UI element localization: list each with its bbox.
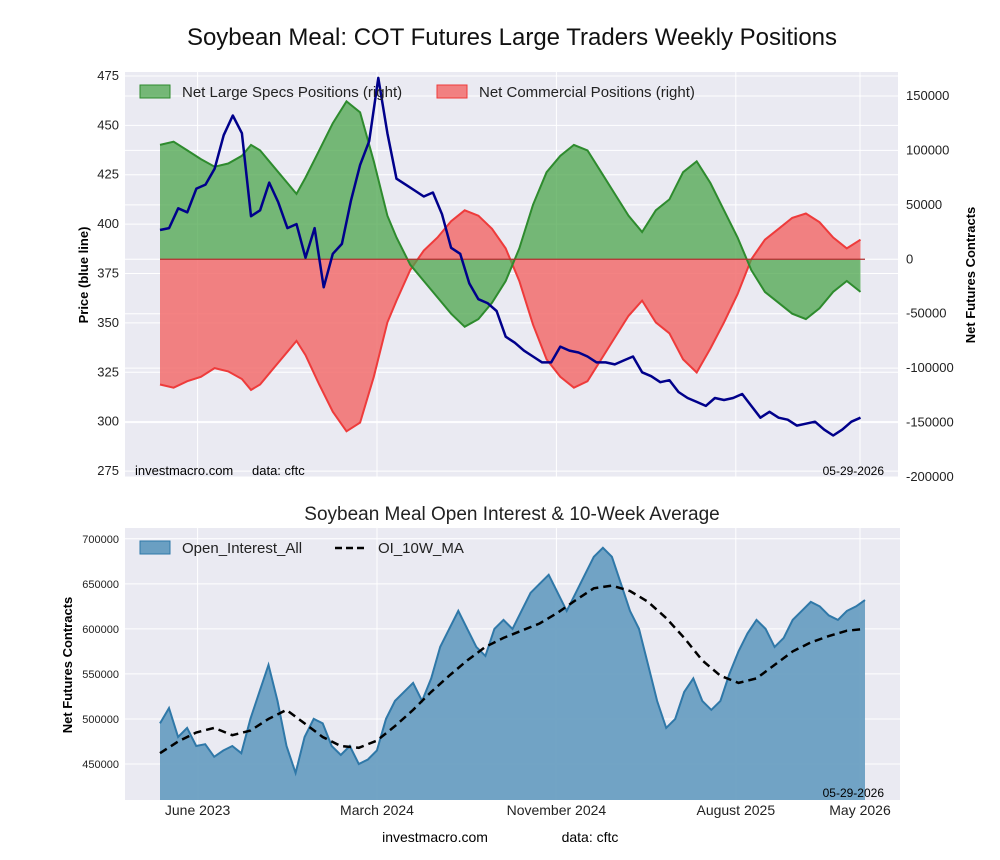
date-tick-label: August 2025 — [696, 802, 775, 818]
commercials-area — [160, 210, 861, 432]
open-interest-tick-label: 650000 — [82, 579, 119, 591]
price-tick-label: 450 — [97, 117, 119, 132]
legend-swatch-specs — [139, 84, 171, 99]
price-axis-label: Price (blue line) — [76, 227, 91, 324]
open-interest-tick-label: 700000 — [82, 534, 119, 546]
oi-ma-line — [159, 584, 866, 755]
main-title: Soybean Meal: COT Futures Large Traders … — [187, 24, 837, 51]
price-line-group — [159, 76, 862, 437]
watermark-site: investmacro.com — [135, 463, 233, 478]
date-axis-ticks: June 2023 March 2024 November 2024 August 2… — [165, 802, 891, 818]
net-contracts-tick-label: 150000 — [906, 88, 949, 103]
price-tick-label: 425 — [97, 167, 119, 182]
large-specs-line — [159, 99, 862, 329]
open-interest-legend: Open_Interest_All OI_10W_MA — [139, 540, 464, 557]
open-interest-area — [160, 547, 865, 800]
open-interest-tick-label: 550000 — [82, 669, 119, 681]
open-interest-tick-label: 450000 — [82, 759, 119, 771]
open-interest-tick-label: 600000 — [82, 624, 119, 636]
positions-panel: 275 300 325 350 375 400 425 450 475 -200000 -1500… — [76, 68, 978, 484]
date-tick-label: November 2024 — [507, 802, 607, 818]
price-tick-label: 375 — [97, 266, 119, 281]
legend-swatch-commercials — [436, 84, 468, 99]
price-axis-ticks: 275 300 325 350 375 400 425 450 475 — [97, 68, 119, 478]
date-tick-label: March 2024 — [340, 802, 414, 818]
watermark-source: data: cftc — [252, 463, 305, 478]
positions-date-label: 05-29-2026 — [823, 464, 885, 478]
net-contracts-tick-label: 0 — [906, 251, 913, 266]
price-tick-label: 400 — [97, 216, 119, 231]
net-contracts-tick-label: -100000 — [906, 360, 954, 375]
legend-label-commercials: Net Commercial Positions (right) — [479, 84, 695, 101]
net-contracts-tick-label: -200000 — [906, 469, 954, 484]
price-tick-label: 275 — [97, 463, 119, 478]
net-contracts-tick-label: 50000 — [906, 197, 942, 212]
price-tick-label: 475 — [97, 68, 119, 83]
oi-ma-line-group — [159, 584, 866, 755]
net-contracts-axis-label: Net Futures Contracts — [963, 207, 978, 344]
open-interest-area-group — [159, 546, 866, 800]
open-interest-axis-label: Net Futures Contracts — [60, 597, 75, 734]
open-interest-axis-ticks: 450000 500000 550000 600000 650000 700000 — [82, 534, 119, 771]
net-contracts-tick-label: -50000 — [906, 306, 946, 321]
price-line — [159, 76, 862, 437]
open-interest-date-label: 05-29-2026 — [823, 786, 885, 800]
net-contracts-tick-label: 100000 — [906, 142, 949, 157]
positions-legend: Net Large Specs Positions (right) Net Co… — [139, 84, 695, 101]
net-contracts-tick-label: -150000 — [906, 415, 954, 430]
price-tick-label: 300 — [97, 414, 119, 429]
legend-label-ma: OI_10W_MA — [378, 540, 464, 557]
price-tick-label: 325 — [97, 364, 119, 379]
open-interest-panel: Soybean Meal Open Interest & 10-Week Ave… — [60, 504, 900, 818]
legend-swatch-open-interest — [139, 540, 171, 555]
positions-areas — [159, 99, 865, 433]
footer-source: data: cftc — [562, 829, 619, 845]
large-specs-area — [160, 101, 861, 327]
date-tick-label: May 2026 — [829, 802, 891, 818]
open-interest-tick-label: 500000 — [82, 714, 119, 726]
net-contracts-axis-ticks: -200000 -150000 -100000 -50000 0 50000 100000 1… — [906, 88, 954, 484]
price-tick-label: 350 — [97, 315, 119, 330]
legend-label-open-interest: Open_Interest_All — [182, 540, 302, 557]
open-interest-title: Soybean Meal Open Interest & 10-Week Ave… — [304, 504, 719, 525]
footer-site: investmacro.com — [382, 829, 488, 845]
date-tick-label: June 2023 — [165, 802, 231, 818]
open-interest-line — [159, 546, 866, 777]
commercials-line — [159, 209, 862, 433]
legend-label-specs: Net Large Specs Positions (right) — [182, 84, 402, 101]
